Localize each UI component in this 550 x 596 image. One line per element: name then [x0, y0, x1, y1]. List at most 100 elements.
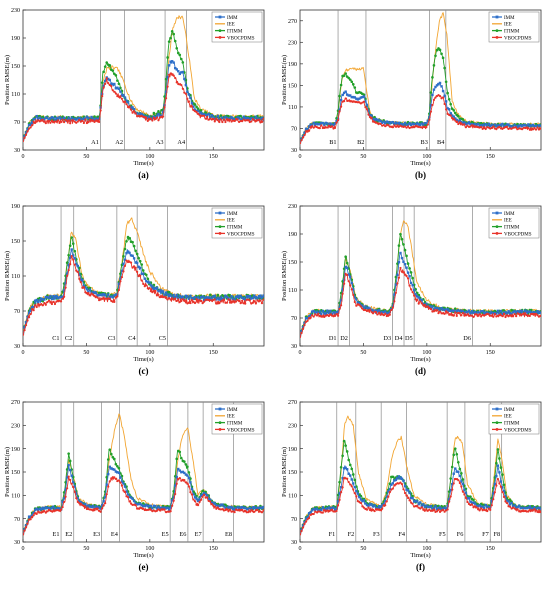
data-point	[218, 120, 221, 124]
data-point	[393, 479, 396, 482]
data-point	[132, 107, 136, 111]
data-point	[336, 504, 340, 507]
data-point	[87, 504, 90, 507]
data-point	[460, 485, 463, 488]
data-point	[43, 298, 46, 301]
data-point	[186, 90, 189, 94]
data-point	[143, 504, 146, 508]
data-point	[170, 60, 174, 63]
panel-label: (f)	[416, 562, 425, 572]
data-point	[183, 471, 186, 475]
data-point	[103, 65, 107, 68]
data-point	[315, 122, 318, 125]
series-imm	[300, 464, 541, 535]
data-point	[396, 282, 399, 285]
data-point	[259, 506, 262, 509]
y-tick-label: 190	[11, 204, 20, 210]
data-point	[236, 506, 239, 509]
x-tick-label: 150	[209, 546, 218, 552]
data-point	[122, 489, 125, 492]
data-point	[327, 506, 331, 509]
data-point	[405, 126, 408, 129]
data-point	[409, 123, 413, 127]
data-point	[303, 131, 306, 134]
data-point	[183, 460, 186, 463]
data-point	[352, 293, 355, 297]
data-point	[241, 119, 244, 123]
data-point	[412, 122, 416, 126]
data-point	[140, 279, 143, 282]
data-point	[536, 309, 539, 313]
data-point	[417, 502, 420, 506]
data-point	[409, 281, 413, 285]
data-point	[79, 502, 82, 505]
data-point	[67, 119, 70, 122]
data-point	[516, 508, 519, 511]
data-point	[107, 82, 110, 85]
legend-label-iee: IEE	[504, 415, 512, 420]
data-point	[190, 101, 194, 105]
data-point	[353, 478, 357, 482]
data-point	[385, 495, 388, 498]
data-point	[213, 117, 216, 120]
data-point	[134, 502, 137, 505]
data-point	[186, 482, 189, 485]
data-point	[213, 120, 216, 123]
data-point	[335, 509, 338, 513]
data-point	[71, 242, 75, 245]
x-axis-label: Time(s)	[410, 356, 430, 363]
data-point	[73, 485, 76, 488]
data-point	[61, 505, 64, 509]
data-point	[24, 133, 28, 136]
data-point	[41, 506, 44, 509]
data-point	[148, 504, 151, 508]
data-point	[53, 507, 57, 510]
data-point	[174, 76, 177, 80]
data-point	[349, 284, 352, 287]
data-point	[487, 507, 490, 510]
data-point	[405, 254, 408, 258]
data-point	[502, 309, 506, 312]
legend-label-iee: IEE	[227, 23, 235, 28]
data-point	[134, 249, 137, 253]
y-tick-label: 190	[288, 232, 297, 238]
data-point	[513, 310, 516, 313]
data-point	[78, 116, 81, 120]
data-point	[205, 113, 209, 117]
data-point	[75, 497, 78, 500]
data-point	[102, 84, 105, 88]
data-point	[444, 507, 448, 510]
data-point	[94, 291, 98, 295]
data-point	[466, 124, 469, 127]
data-point	[539, 314, 541, 317]
data-point	[391, 482, 395, 485]
data-point	[437, 312, 440, 315]
legend-label-vbocpdms: VBOCPDMS	[504, 36, 532, 41]
data-point	[341, 476, 344, 480]
data-point	[457, 470, 460, 473]
data-point	[341, 292, 344, 295]
data-point	[176, 51, 180, 55]
data-point	[528, 505, 532, 508]
data-point	[239, 119, 242, 123]
data-point	[537, 506, 541, 509]
data-point	[218, 302, 221, 305]
data-point	[370, 503, 373, 506]
data-point	[387, 495, 390, 498]
data-point	[44, 116, 48, 119]
data-point	[32, 514, 35, 517]
data-point	[23, 533, 25, 536]
data-point	[499, 485, 503, 488]
data-point	[423, 509, 426, 512]
data-point	[481, 124, 484, 127]
panel-label: (e)	[139, 562, 149, 572]
data-point	[450, 465, 454, 469]
data-point	[250, 297, 253, 300]
data-point	[81, 278, 84, 282]
event-label-d4: D4	[395, 335, 404, 342]
data-point	[527, 310, 530, 313]
y-tick-label: 270	[11, 400, 20, 406]
data-point	[202, 491, 206, 495]
data-point	[461, 490, 464, 493]
data-point	[228, 118, 232, 121]
